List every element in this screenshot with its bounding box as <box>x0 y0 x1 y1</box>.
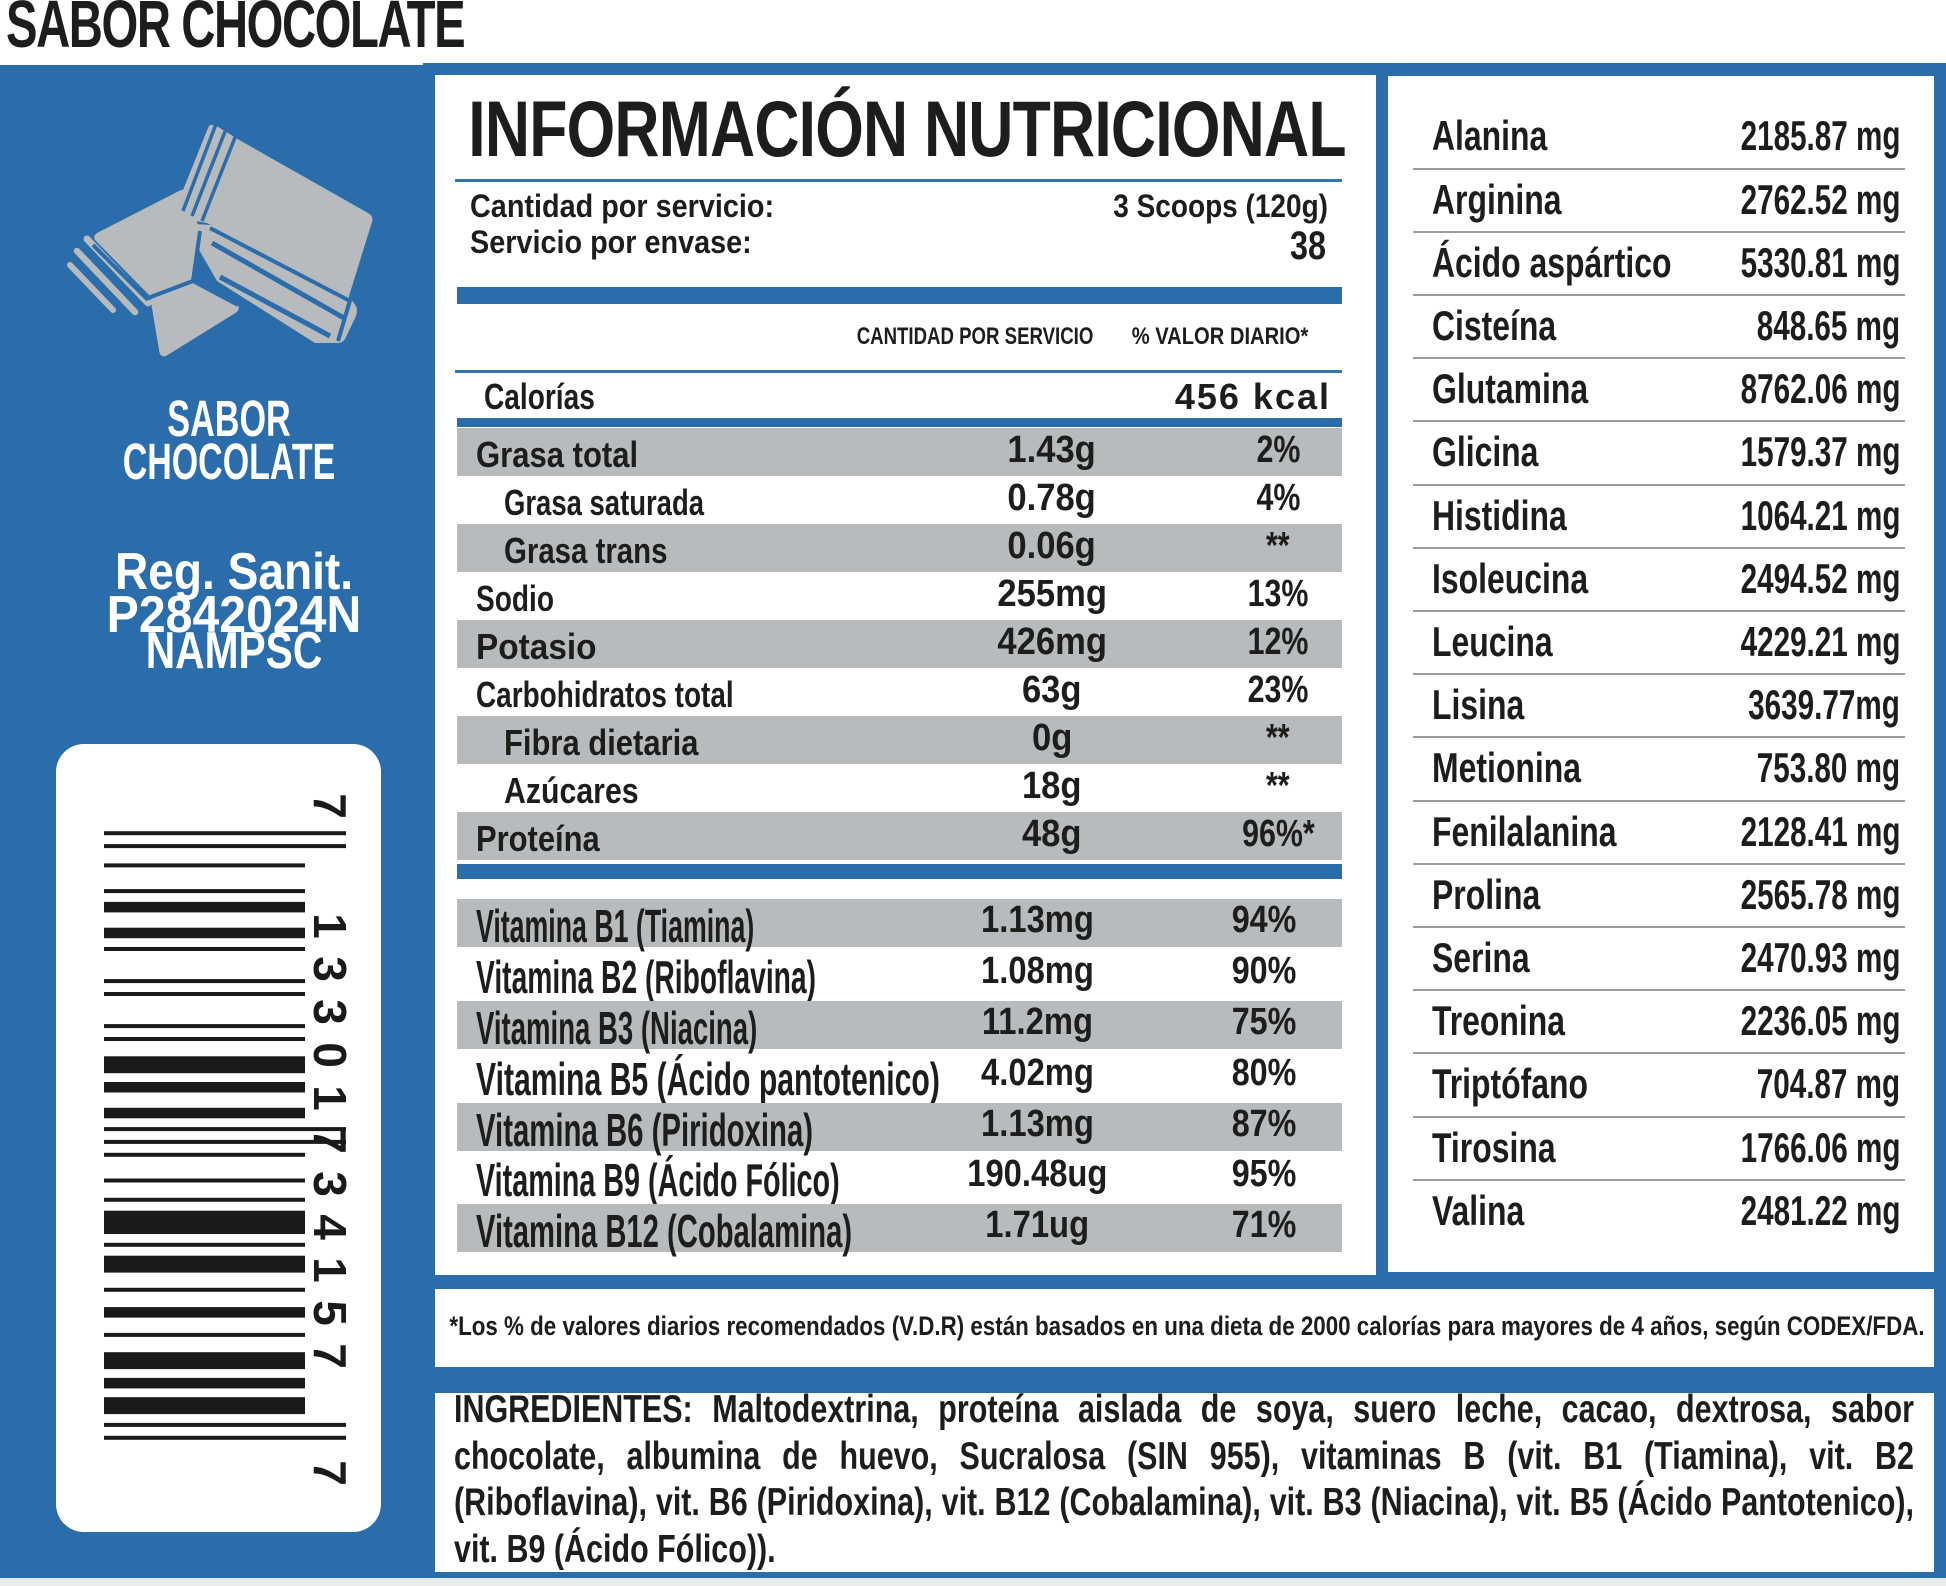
svg-text:7: 7 <box>304 1460 356 1486</box>
svg-text:3: 3 <box>304 999 356 1025</box>
svg-text:7: 7 <box>304 1343 356 1369</box>
svg-text:1: 1 <box>304 1257 356 1283</box>
svg-text:7: 7 <box>304 793 356 819</box>
svg-text:3: 3 <box>304 956 356 982</box>
svg-text:5: 5 <box>304 1300 356 1326</box>
svg-text:1: 1 <box>304 913 356 939</box>
svg-text:1: 1 <box>304 1085 356 1111</box>
svg-text:3: 3 <box>304 1171 356 1197</box>
svg-text:4: 4 <box>304 1214 356 1240</box>
svg-text:7: 7 <box>304 1128 356 1154</box>
svg-text:0: 0 <box>304 1042 356 1068</box>
